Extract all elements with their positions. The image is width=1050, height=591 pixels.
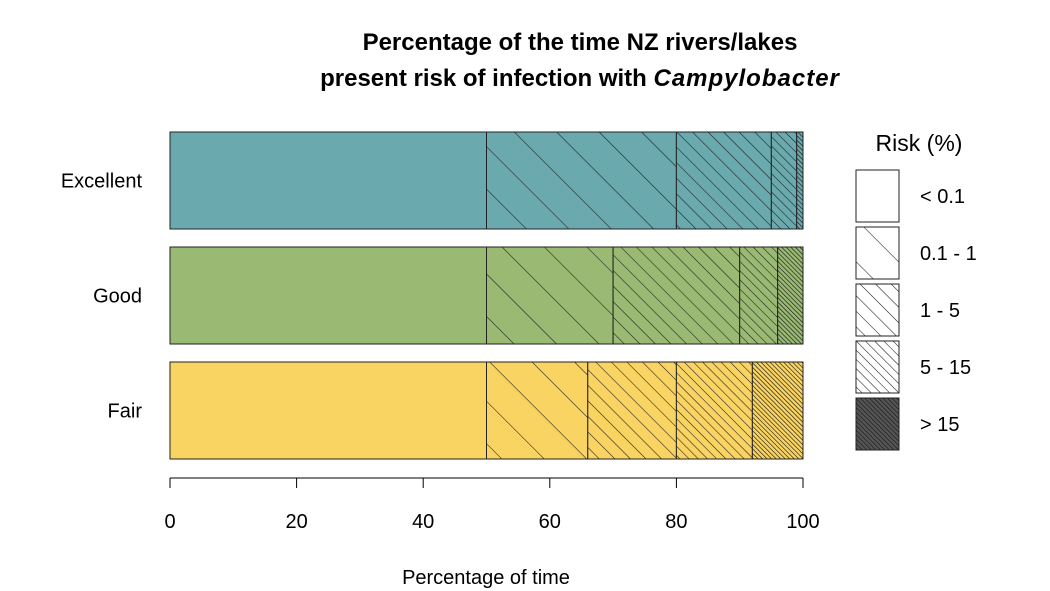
legend-swatch-fill-0 [856,170,899,222]
bar-group-excellent [169,131,804,230]
chart-title-italic: Campylobacter [653,65,840,92]
bars-layer [169,131,804,460]
bar-segment-fair-0 [170,362,487,459]
legend-item-0: < 0.1 [855,169,965,223]
legend: Risk (%) < 0.1 0.1 - 1 1 - 5 5 - 15 > 15 [855,130,977,451]
x-tick-label-80: 80 [665,511,687,533]
legend-swatch-hatch-3 [856,341,899,393]
category-label-excellent: Excellent [61,171,143,193]
legend-label-1: 0.1 - 1 [920,243,977,265]
chart-title-line1: Percentage of the time NZ rivers/lakes [363,29,798,56]
legend-swatch-2 [855,283,900,337]
bar-hatch-excellent-2 [676,132,772,229]
legend-item-4: > 15 [855,397,959,451]
bar-group-fair [169,361,804,460]
category-labels: Excellent Good Fair [61,171,143,423]
bar-hatch-good-2 [613,247,740,344]
x-axis-title: Percentage of time [402,567,570,589]
legend-item-1: 0.1 - 1 [855,226,977,280]
bar-hatch-fair-4 [752,362,803,459]
bar-hatch-good-1 [486,247,614,344]
legend-swatch-hatch-1 [856,227,899,279]
legend-swatch-hatch-4 [856,398,899,450]
legend-label-3: 5 - 15 [920,357,971,379]
bar-hatch-excellent-1 [486,132,677,229]
legend-swatch-0 [855,169,900,223]
bar-hatch-excellent-4 [796,132,803,229]
bar-hatch-good-4 [777,247,803,344]
bar-hatch-fair-1 [486,362,588,459]
bar-hatch-fair-3 [676,362,753,459]
chart-title-line2: present risk of infection with Campyloba… [320,65,840,92]
legend-swatch-3 [855,340,900,394]
bar-outline-fair-4 [751,361,804,460]
legend-swatch-1 [855,226,900,280]
legend-title: Risk (%) [876,130,963,156]
x-tick-label-40: 40 [412,511,434,533]
bar-outline-excellent-4 [796,131,804,230]
legend-swatch-4 [855,397,900,451]
bar-segment-excellent-0 [170,132,487,229]
bar-hatch-good-3 [739,247,778,344]
legend-label-2: 1 - 5 [920,300,960,322]
bar-hatch-fair-2 [587,362,677,459]
bar-segment-good-0 [170,247,487,344]
bar-hatch-excellent-3 [771,132,797,229]
category-label-fair: Fair [108,401,143,423]
category-label-good: Good [93,286,142,308]
x-tick-label-100: 100 [786,511,819,533]
legend-label-0: < 0.1 [920,186,965,208]
x-axis: 0 20 40 60 80 100 [164,477,820,533]
legend-item-3: 5 - 15 [855,340,971,394]
legend-swatch-hatch-2 [856,284,899,336]
x-tick-label-20: 20 [285,511,307,533]
legend-item-2: 1 - 5 [855,283,960,337]
chart-title-line2-prefix: present risk of infection with [320,65,653,92]
bar-outline-good-4 [777,246,804,345]
x-tick-label-0: 0 [164,511,175,533]
legend-label-4: > 15 [920,414,959,436]
bar-group-good [169,246,804,345]
x-tick-label-60: 60 [539,511,561,533]
